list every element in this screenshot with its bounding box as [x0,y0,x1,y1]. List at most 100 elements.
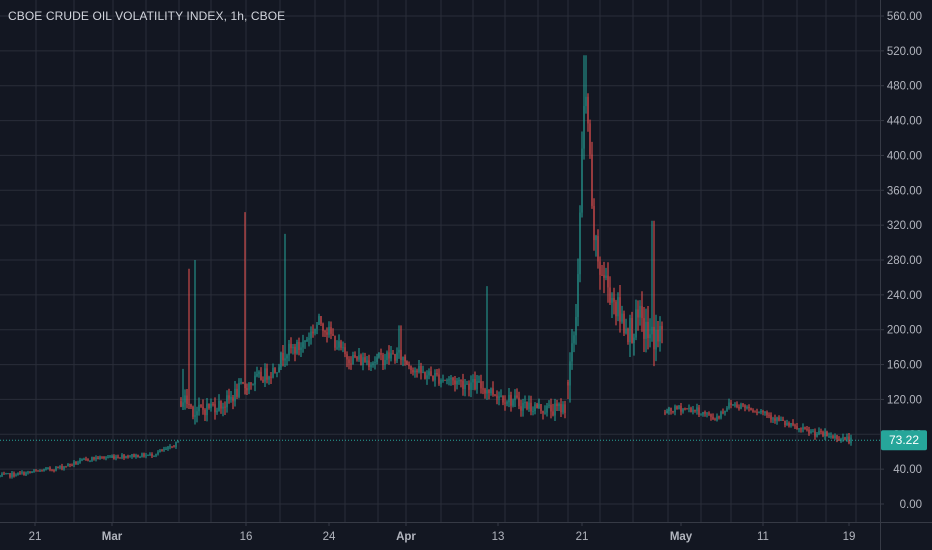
candle-body [808,429,810,434]
candle-body [314,328,316,334]
candle-body [340,341,342,348]
candle-body [51,469,53,471]
candle-body [402,356,404,361]
candle-body [668,407,670,411]
candle-body [776,417,778,421]
candle-body [119,457,121,459]
candle-body [816,434,818,437]
candle-body [548,404,550,406]
candle-body [218,401,220,411]
candle-body [312,331,314,334]
candle-body [432,375,434,381]
candle-body [822,431,824,436]
candle-body [611,298,613,303]
candle-body [149,453,151,455]
candle-body [838,439,840,441]
candle-body [450,378,452,380]
candle-body [810,431,812,434]
candle-body [272,367,274,378]
candle-body [643,318,645,339]
last-price-badge-text: 73.22 [889,433,919,447]
candle-body [21,472,23,474]
candle-body [278,367,280,373]
candle-body [190,404,192,407]
candle-body [528,402,530,409]
time-tick-label: 11 [757,531,769,543]
candle-body [396,352,398,361]
candle-body [607,275,609,288]
candle-body [722,411,724,413]
candle-body [579,212,581,275]
candle-series [0,55,852,479]
candle-body [135,454,137,458]
candle-body [448,379,450,381]
candle-body [290,343,292,349]
candle-spike [653,326,655,350]
candle-spike [486,390,488,394]
candle-body [639,305,641,318]
candle-body [764,412,766,414]
candle-body [304,341,306,343]
candle-body [560,403,562,413]
candle-body [760,410,762,413]
candle-body [676,406,678,409]
candle-body [53,469,55,471]
candle-body [163,449,165,451]
candle-body [288,343,290,356]
candle-body [724,410,726,413]
candle-body [5,473,7,475]
price-tick-label: 40.00 [893,464,922,476]
candle-body [422,372,424,374]
candle-body [73,461,75,465]
candle-body [466,383,468,385]
candle-body [177,440,179,442]
candle-body [458,380,460,382]
candle-body [834,435,836,439]
candle-body [508,394,510,403]
candle-body [15,475,17,477]
candle-body [45,468,47,470]
candle-body [617,297,619,317]
candle-body [292,346,294,349]
candle-body [29,471,31,473]
candle-body [840,438,842,441]
candle-body [637,309,639,318]
candle-body [615,301,617,317]
candle-body [470,382,472,390]
candle-body [730,402,732,406]
candle-body [81,459,83,461]
candle-body [61,465,63,469]
time-tick-label: Apr [396,531,416,543]
candle-body [710,414,712,417]
time-axis[interactable]: 21 Mar 16 24 Apr 13 21 May 11 19 [29,522,856,543]
candle-spike [244,383,246,389]
candle-spike [398,349,400,353]
candle-body [338,341,340,348]
time-tick-label: 16 [240,531,253,543]
candle-body [482,388,484,390]
candle-body [390,353,392,359]
candle-body [672,411,674,413]
candle-body [736,404,738,408]
candle-body [368,360,370,368]
candle-body [609,287,611,303]
candle-body [748,407,750,409]
price-axis[interactable]: 560.00 520.00 480.00 440.00 400.00 360.00 320.… [880,11,922,511]
candle-body [55,466,57,471]
candle-body [688,408,690,410]
candle-body [619,297,621,322]
candle-body [169,446,171,448]
candle-body [238,383,240,397]
candle-body [766,412,768,416]
candle-body [558,403,560,407]
candle-body [117,456,119,458]
candle-spike [194,415,196,417]
candle-body [360,355,362,365]
candle-spike [651,326,653,335]
candle-body [103,456,105,459]
candle-body [9,473,11,477]
candle-body [706,413,708,415]
candle-body [540,404,542,411]
